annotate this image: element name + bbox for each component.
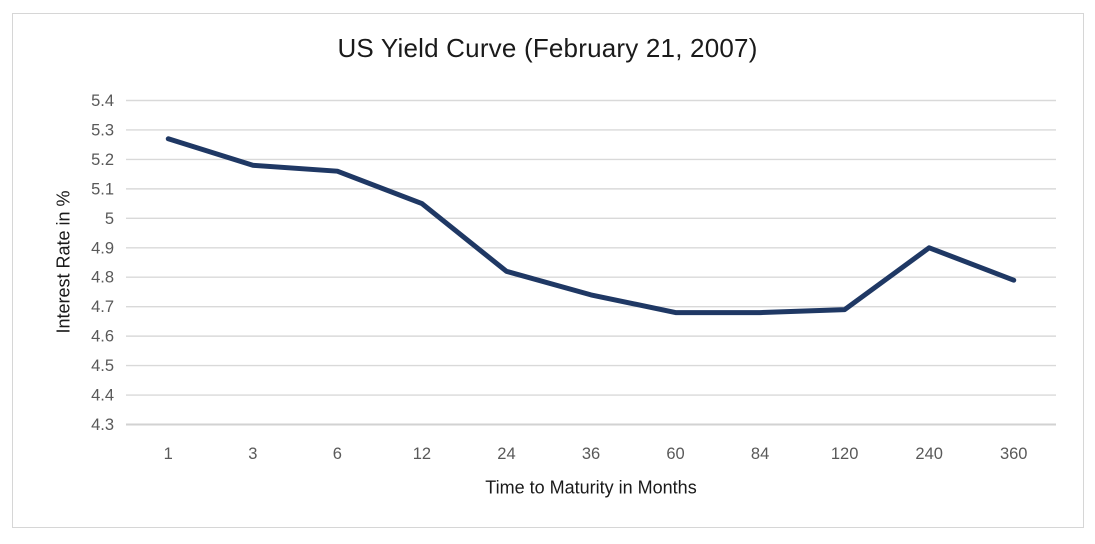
x-tick-label: 360 xyxy=(1000,445,1028,463)
yield-curve-line xyxy=(165,136,1017,316)
y-tick-label: 5.3 xyxy=(91,121,114,139)
y-tick-label: 4.4 xyxy=(91,387,114,405)
y-tick-label: 5 xyxy=(105,210,114,228)
chart-border xyxy=(12,13,1084,528)
y-tick-label: 4.7 xyxy=(91,298,114,316)
x-tick-label: 120 xyxy=(831,445,859,463)
y-tick-label: 5.1 xyxy=(91,180,114,198)
chart-title: US Yield Curve (February 21, 2007) xyxy=(337,33,758,63)
x-tick-label: 36 xyxy=(582,445,600,463)
x-tick-label: 84 xyxy=(751,445,769,463)
y-axis-title: Interest Rate in % xyxy=(53,190,74,334)
x-tick-label: 240 xyxy=(915,445,943,463)
y-tick-label: 5.4 xyxy=(91,92,114,110)
x-axis-title: Time to Maturity in Months xyxy=(485,477,697,498)
y-tick-label: 4.5 xyxy=(91,357,114,375)
y-tick-label: 4.8 xyxy=(91,269,114,287)
y-tick-label: 4.3 xyxy=(91,416,114,434)
x-tick-label: 12 xyxy=(413,445,431,463)
y-tick-label: 4.9 xyxy=(91,239,114,257)
y-tick-label: 4.6 xyxy=(91,328,114,346)
x-tick-label: 1 xyxy=(164,445,173,463)
y-tick-label: 5.2 xyxy=(91,151,114,169)
x-tick-label: 3 xyxy=(248,445,257,463)
x-tick-label: 24 xyxy=(497,445,515,463)
x-tick-label: 6 xyxy=(333,445,342,463)
x-tick-label: 60 xyxy=(666,445,684,463)
